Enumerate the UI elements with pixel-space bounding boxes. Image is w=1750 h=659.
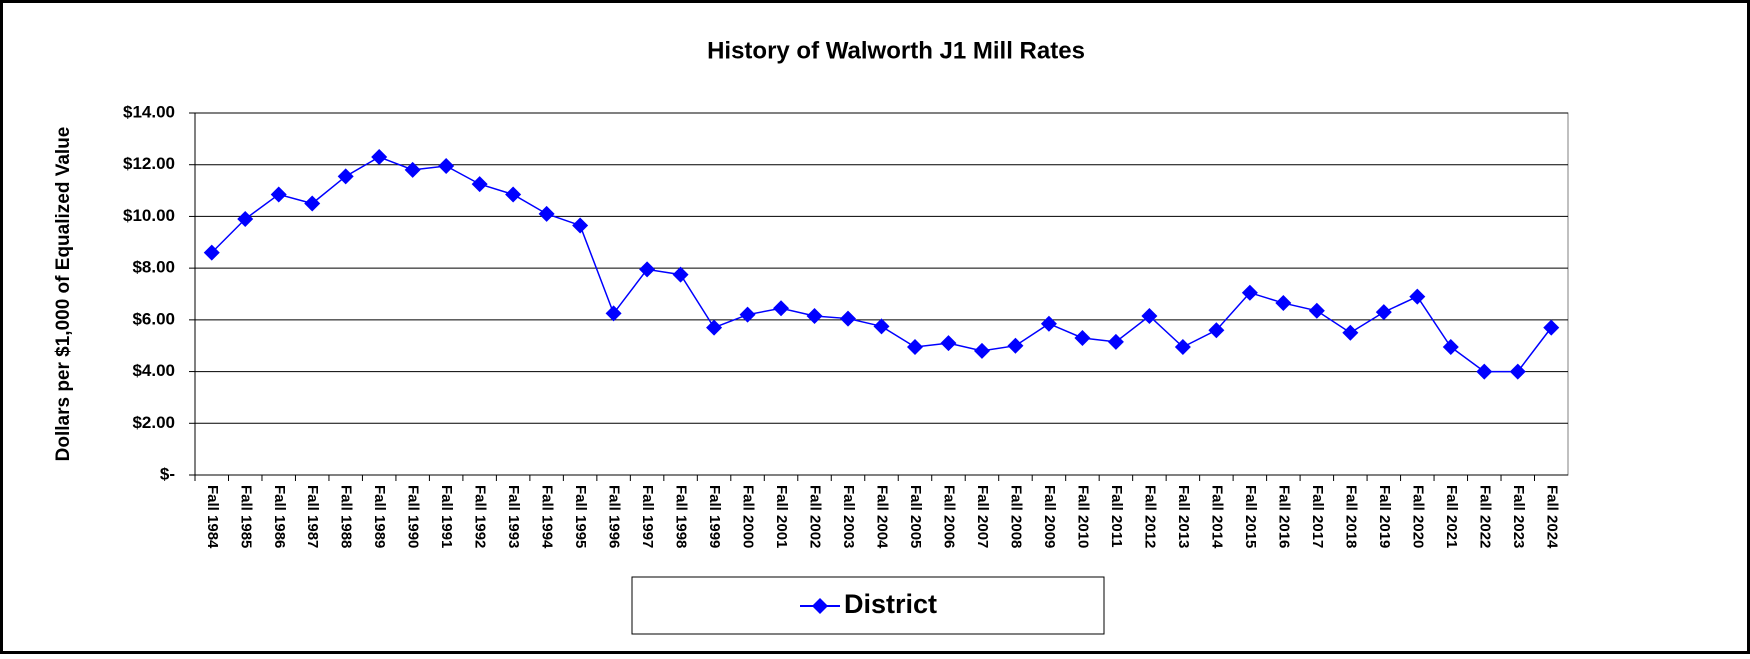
x-tick-label: Fall 2012 [1141,485,1158,548]
data-marker [203,244,220,261]
x-tick-label: Fall 1984 [204,485,221,549]
data-marker [873,318,890,335]
x-tick-label: Fall 2024 [1543,485,1560,549]
chart-title: History of Walworth J1 Mill Rates [707,37,1085,64]
data-marker [538,205,555,222]
x-tick-label: Fall 2004 [874,485,891,549]
data-marker [304,195,321,212]
x-tick-label: Fall 2016 [1275,485,1292,548]
plot-area [194,112,1569,476]
x-tick-label: Fall 1985 [237,485,254,548]
legend-box [631,576,1105,635]
data-marker [1308,302,1325,319]
x-tick-label: Fall 2003 [840,485,857,548]
data-marker [404,161,421,178]
x-tick-label: Fall 2022 [1476,485,1493,548]
data-marker [1275,295,1292,312]
x-tick-label: Fall 1998 [673,485,690,548]
y-tick-label: $2.00 [132,413,175,432]
x-tick-label: Fall 1995 [572,485,589,548]
x-tick-label: Fall 2005 [907,485,924,548]
data-marker [1208,322,1225,339]
x-tick-label: Fall 2011 [1108,485,1125,548]
x-tick-label: Fall 2021 [1443,485,1460,548]
y-tick-label: $- [160,464,175,483]
x-tick-label: Fall 1994 [539,485,556,549]
data-marker [1509,363,1526,380]
x-tick-label: Fall 1996 [606,485,623,548]
x-tick-label: Fall 2001 [773,485,790,548]
legend-label: District [844,589,937,619]
y-tick-label: $10.00 [123,206,175,225]
x-tick-label: Fall 2002 [807,485,824,548]
x-tick-label: Fall 1991 [438,485,455,548]
data-marker [438,158,455,175]
x-tick-label: Fall 2013 [1175,485,1192,548]
data-marker [639,261,656,278]
data-marker [1141,307,1158,324]
data-marker [773,300,790,317]
legend-marker [812,598,828,614]
data-marker [1074,329,1091,346]
x-tick-label: Fall 1993 [505,485,522,548]
x-tick-label: Fall 2023 [1510,485,1527,548]
data-marker [739,306,756,323]
data-marker [572,217,589,234]
data-marker [1342,324,1359,341]
data-marker [1174,339,1191,356]
x-tick-label: Fall 1999 [706,485,723,548]
data-marker [371,148,388,165]
y-tick-label: $4.00 [132,361,175,380]
data-marker [1375,304,1392,321]
data-marker [672,266,689,283]
x-tick-label: Fall 1990 [405,485,422,548]
x-tick-label: Fall 2000 [740,485,757,548]
data-marker [1241,284,1258,301]
x-tick-label: Fall 2006 [941,485,958,548]
data-marker [1409,288,1426,305]
x-tick-label: Fall 1992 [472,485,489,548]
y-tick-label: $8.00 [132,258,175,277]
x-tick-label: Fall 1986 [271,485,288,548]
data-marker [1543,319,1560,336]
data-marker [605,305,622,322]
data-marker [1040,315,1057,332]
x-tick-label: Fall 2010 [1074,485,1091,548]
data-marker [706,319,723,336]
data-marker [1107,333,1124,350]
x-tick-label: Fall 2018 [1342,485,1359,548]
data-marker [1476,363,1493,380]
x-tick-label: Fall 2020 [1409,485,1426,548]
data-marker [270,186,287,203]
x-tick-label: Fall 1987 [304,485,321,548]
data-marker [1007,337,1024,354]
x-tick-label: Fall 2008 [1007,485,1024,548]
y-axis-label: Dollars per $1,000 of Equalized Value [53,127,74,462]
data-marker [505,186,522,203]
x-tick-label: Fall 2014 [1208,485,1225,549]
y-tick-label: $12.00 [123,154,175,173]
y-tick-label: $14.00 [123,102,175,121]
x-tick-label: Fall 2015 [1242,485,1259,548]
data-marker [906,339,923,356]
data-marker [806,307,823,324]
x-tick-label: Fall 1997 [639,485,656,548]
data-marker [337,168,354,185]
x-tick-label: Fall 2007 [974,485,991,548]
x-tick-label: Fall 2019 [1376,485,1393,548]
x-tick-label: Fall 1989 [371,485,388,548]
data-marker [973,342,990,359]
x-tick-label: Fall 1988 [338,485,355,548]
data-marker [471,176,488,193]
y-tick-label: $6.00 [132,309,175,328]
data-marker [237,211,254,228]
data-marker [940,335,957,352]
x-tick-label: Fall 2017 [1309,485,1326,548]
x-tick-label: Fall 2009 [1041,485,1058,548]
data-marker [1442,339,1459,356]
data-marker [840,310,857,327]
